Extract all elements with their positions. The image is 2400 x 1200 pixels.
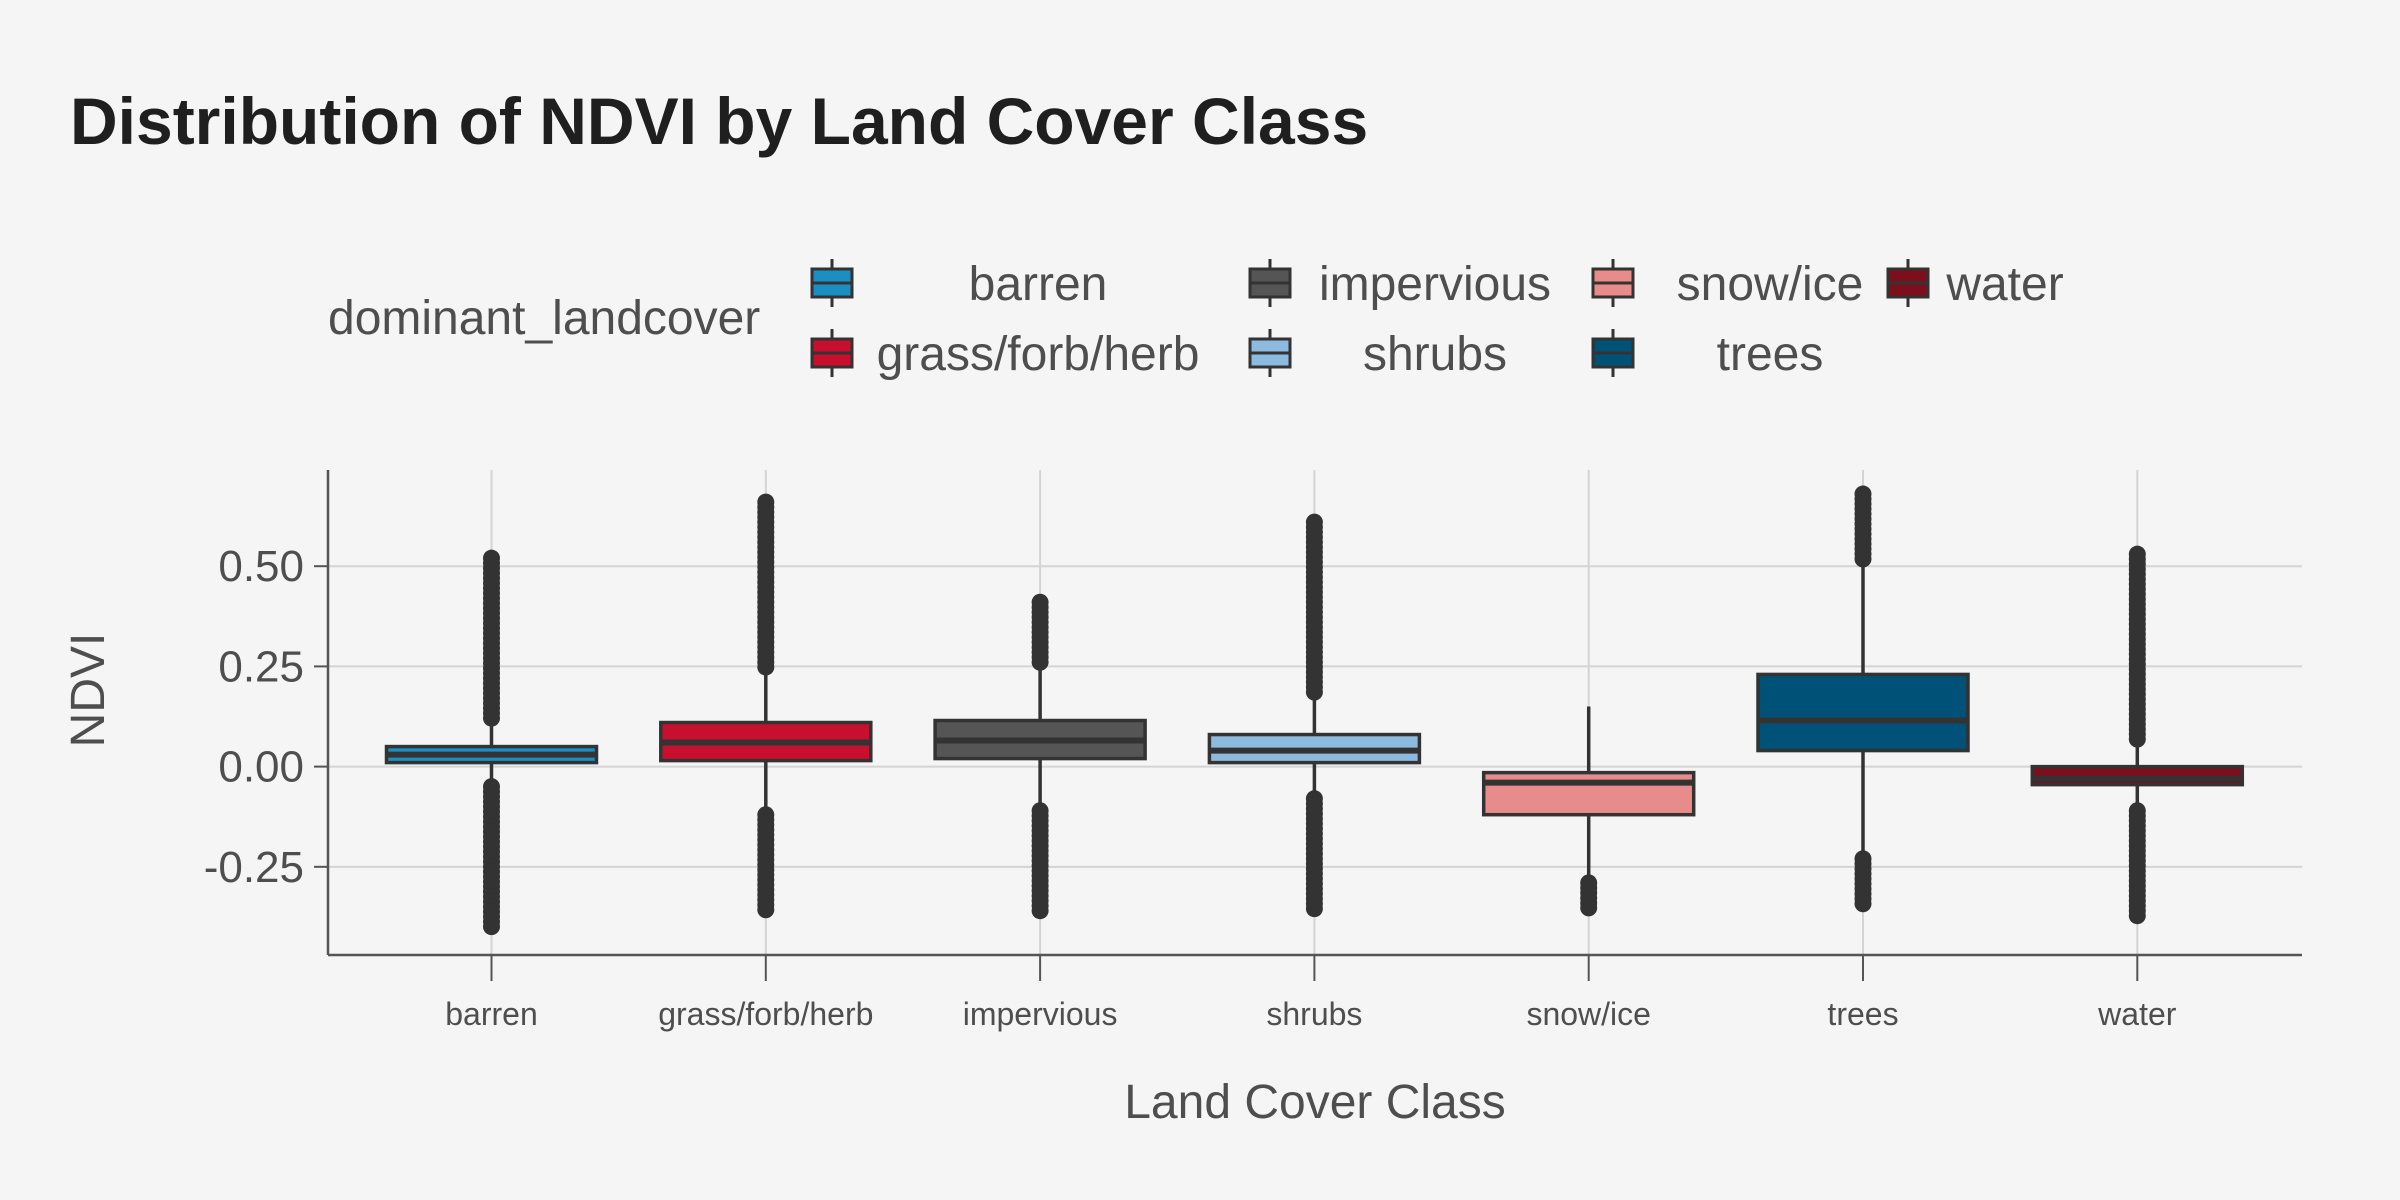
legend-label: snow/ice (1677, 258, 1864, 311)
box (2030, 764, 2245, 787)
x-tick-label: snow/ice (1526, 996, 1651, 1032)
x-tick-label: shrubs (1266, 996, 1362, 1032)
legend-item-snow-ice: snow/ice (1591, 258, 1864, 311)
legend-item-barren: barren (810, 258, 1108, 311)
outlier-point (1031, 653, 1049, 671)
chart-title: Distribution of NDVI by Land Cover Class (70, 84, 1368, 158)
y-tick-label: 0.50 (218, 542, 304, 591)
legend-item-grass-forb-herb: grass/forb/herb (810, 328, 1200, 381)
outlier-point (757, 901, 775, 919)
outlier-point (1305, 900, 1323, 918)
box-group-trees: trees (1756, 485, 1970, 1032)
outlier-point (1580, 899, 1598, 917)
y-tick-label: 0.25 (218, 642, 304, 691)
box (1756, 672, 1970, 753)
box-group-grass-forb-herb: grass/forb/herb (658, 493, 873, 1032)
box-group-shrubs: shrubs (1207, 513, 1422, 1032)
x-tick-label: grass/forb/herb (658, 996, 873, 1032)
outlier-point (2128, 907, 2146, 925)
x-tick-label: trees (1827, 996, 1898, 1032)
y-tick-label: -0.25 (204, 843, 304, 892)
box-group-impervious: impervious (933, 593, 1147, 1032)
outlier-point (1854, 550, 1872, 568)
legend-label: barren (969, 258, 1108, 311)
plot-area: 0.50 0.25 0.00 -0.25 barren grass/forb/herb im… (204, 470, 2302, 1032)
legend-label: shrubs (1363, 328, 1507, 381)
outlier-point (483, 918, 500, 936)
legend-label: water (1945, 258, 2063, 311)
legend-title: dominant_landcover (328, 292, 760, 345)
outlier-point (1031, 902, 1049, 920)
box-group-snow-ice: snow/ice (1481, 706, 1696, 1032)
x-tick-label: barren (445, 996, 538, 1032)
y-tick-label: 0.00 (218, 743, 304, 792)
legend-item-impervious: impervious (1248, 258, 1551, 311)
x-axis-label: Land Cover Class (1124, 1076, 1506, 1129)
box (1481, 770, 1696, 817)
box-group-water: water (2030, 545, 2245, 1032)
legend-item-shrubs: shrubs (1248, 328, 1507, 381)
legend-item-water: water (1886, 258, 2064, 311)
legend: dominant_landcover barren impervious snow/… (328, 258, 2064, 381)
box-group-barren: barren (384, 549, 599, 1032)
outlier-point (2128, 730, 2146, 748)
x-tick-label: water (2097, 996, 2177, 1032)
legend-label: impervious (1319, 258, 1551, 311)
legend-label: trees (1717, 328, 1824, 381)
outlier-point (483, 709, 500, 727)
outlier-point (757, 658, 775, 676)
outlier-point (1854, 895, 1872, 913)
legend-label: grass/forb/herb (877, 328, 1200, 381)
y-axis-label: NDVI (62, 633, 115, 748)
x-tick-label: impervious (963, 996, 1118, 1032)
legend-item-trees: trees (1591, 328, 1824, 381)
outlier-point (1305, 683, 1323, 701)
